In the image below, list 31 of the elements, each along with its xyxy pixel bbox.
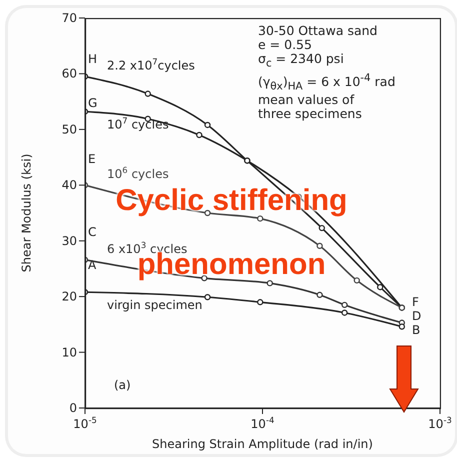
annotation: D bbox=[412, 309, 422, 323]
annotation: σ$_{c}$ = 2340 psi bbox=[258, 51, 345, 70]
annotation: e = 0.55 bbox=[258, 37, 313, 52]
annotation: 30-50 Ottawa sand bbox=[258, 23, 378, 38]
annotation: mean values of bbox=[258, 92, 356, 108]
y-tick-label: 0 bbox=[69, 401, 77, 415]
annotation: C bbox=[88, 225, 96, 239]
annotation: three specimens bbox=[258, 106, 363, 122]
y-tick-label: 40 bbox=[62, 178, 77, 192]
y-tick-label: 50 bbox=[62, 122, 77, 136]
series-label: 10$^{6}$ cycles bbox=[107, 165, 169, 182]
x-tick-label: 10$^{-3}$ bbox=[428, 415, 452, 431]
x-axis-title: Shearing Strain Amplitude (rad in/in) bbox=[152, 437, 373, 451]
annotation: E bbox=[88, 152, 96, 166]
y-tick-label: 20 bbox=[62, 290, 77, 304]
series-label: 2.2 x10$^{7}$cycles bbox=[107, 56, 195, 72]
y-tick-label: 70 bbox=[62, 11, 77, 25]
annotation: G bbox=[88, 96, 98, 110]
series-label: virgin specimen bbox=[107, 298, 202, 312]
x-tick-label: 10$^{-5}$ bbox=[73, 415, 97, 431]
y-tick-label: 30 bbox=[62, 234, 77, 248]
annotation: (γ$_{θx}$)$_{HA}$ = 6 x 10$^{-4}$ rad bbox=[258, 70, 396, 94]
annotation: H bbox=[88, 52, 98, 66]
series-label: 10$^{7}$ cycles bbox=[107, 116, 169, 132]
x-tick-label: 10$^{-4}$ bbox=[250, 415, 274, 431]
y-tick-label: 10 bbox=[62, 345, 77, 360]
annotation: (a) bbox=[114, 378, 131, 392]
annotation: F bbox=[412, 295, 419, 309]
y-tick-label: 60 bbox=[62, 66, 77, 81]
annotation: B bbox=[412, 323, 420, 337]
y-axis-title: Shear Modulus (ksi) bbox=[19, 154, 34, 272]
